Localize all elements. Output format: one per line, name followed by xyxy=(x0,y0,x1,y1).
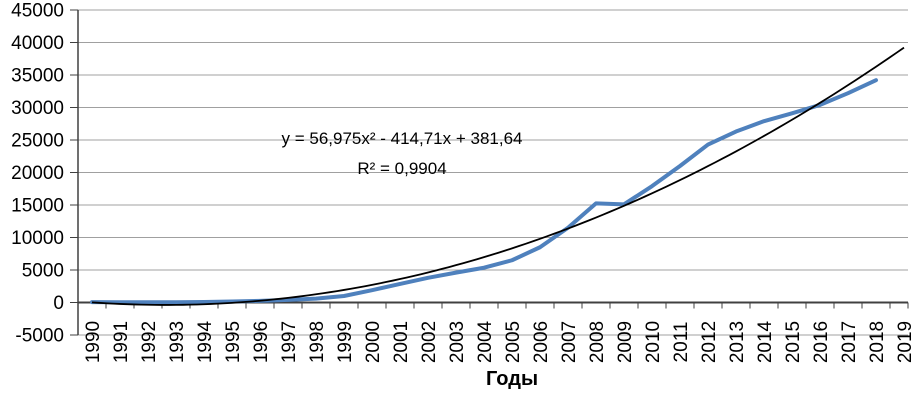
x-axis-tick-label: 2015 xyxy=(783,321,804,363)
equation-line: y = 56,975x² - 414,71x + 381,64 xyxy=(281,129,523,148)
y-axis-tick-label: 20000 xyxy=(11,163,64,184)
x-axis-tick-label: 2000 xyxy=(363,321,384,363)
y-axis-tick-label: 10000 xyxy=(11,228,64,249)
x-axis-tick-label: 1997 xyxy=(279,321,300,363)
trendline xyxy=(91,46,905,306)
x-axis-tick-label: 2012 xyxy=(699,321,720,363)
x-axis-tick-label: 1994 xyxy=(195,320,216,363)
x-axis-tick-label: 2009 xyxy=(615,321,636,363)
y-axis-tick-label: 45000 xyxy=(11,1,64,22)
x-axis-tick-label: 2002 xyxy=(419,321,440,363)
x-axis-tick-label: 2011 xyxy=(671,322,692,363)
x-axis-tick-label: 1992 xyxy=(139,321,160,363)
x-axis-tick-label: 1990 xyxy=(83,321,104,363)
x-axis-tick-label: 1999 xyxy=(335,321,356,363)
x-axis-tick-label: 2003 xyxy=(447,321,468,363)
x-axis-tick-label: 2006 xyxy=(531,321,552,363)
y-axis-tick-label: 0 xyxy=(53,293,64,314)
x-axis-tick-label: 2016 xyxy=(811,321,832,363)
x-axis-tick-label: 1991 xyxy=(111,321,132,363)
x-axis-tick-label: 1998 xyxy=(307,321,328,363)
y-axis-tick-label: 5000 xyxy=(22,261,64,282)
y-axis-tick-label: -5000 xyxy=(15,326,64,347)
x-axis-tick-label: 2008 xyxy=(587,321,608,363)
trendline-equation: y = 56,975x² - 414,71x + 381,64 R² = 0,9… xyxy=(281,124,522,184)
data-series-line xyxy=(90,78,878,305)
x-axis-tick-label: 1996 xyxy=(251,321,272,363)
y-axis-tick-label: 35000 xyxy=(11,66,64,87)
x-axis-tick-label: 1995 xyxy=(223,321,244,363)
x-axis-tick-label: 2019 xyxy=(895,321,916,363)
x-axis-tick-label: 2007 xyxy=(559,321,580,363)
x-axis-tick-label: 1993 xyxy=(167,321,188,363)
x-axis-tick-label: 2014 xyxy=(755,320,776,363)
x-axis-tick-label: 2018 xyxy=(867,321,888,363)
x-axis-tick-label: 2017 xyxy=(839,321,860,363)
x-axis-title: Годы xyxy=(485,368,539,390)
y-axis-tick-label: 30000 xyxy=(11,98,64,119)
x-axis-tick-label: 2001 xyxy=(391,321,412,363)
y-axis-tick-label: 25000 xyxy=(11,131,64,152)
x-axis-tick-label: 2010 xyxy=(643,321,664,363)
x-axis-tick-label: 2004 xyxy=(475,320,496,363)
x-axis-tick-label: 2013 xyxy=(727,321,748,363)
y-axis-tick-label: 15000 xyxy=(11,196,64,217)
r-squared-line: R² = 0,9904 xyxy=(357,159,447,178)
x-axis-tick-label: 2005 xyxy=(503,321,524,363)
y-axis-tick-label: 40000 xyxy=(11,33,64,54)
